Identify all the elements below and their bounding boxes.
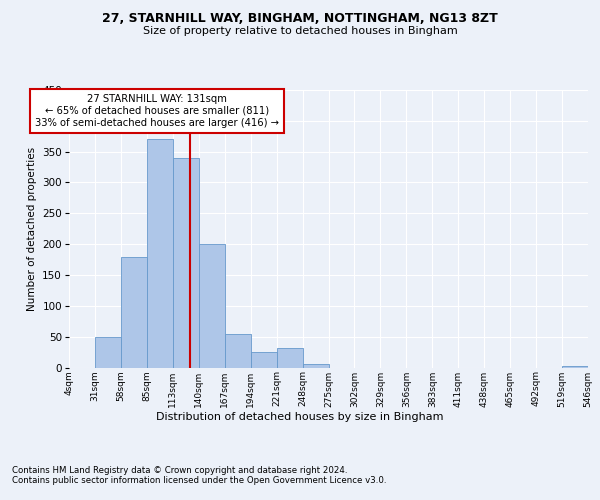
Text: 27, STARNHILL WAY, BINGHAM, NOTTINGHAM, NG13 8ZT: 27, STARNHILL WAY, BINGHAM, NOTTINGHAM, …: [102, 12, 498, 26]
Bar: [121, 256, 147, 368]
Text: Contains HM Land Registry data © Crown copyright and database right 2024.: Contains HM Land Registry data © Crown c…: [12, 466, 347, 475]
Y-axis label: Number of detached properties: Number of detached properties: [27, 146, 37, 311]
Text: Contains public sector information licensed under the Open Government Licence v3: Contains public sector information licen…: [12, 476, 386, 485]
Text: 27 STARNHILL WAY: 131sqm
← 65% of detached houses are smaller (811)
33% of semi-: 27 STARNHILL WAY: 131sqm ← 65% of detach…: [35, 94, 278, 128]
Bar: [147, 140, 173, 368]
Bar: [199, 244, 224, 368]
Bar: [562, 366, 588, 368]
Bar: [251, 352, 277, 368]
Bar: [302, 364, 329, 368]
Bar: [225, 334, 251, 368]
Bar: [95, 338, 121, 368]
Text: Size of property relative to detached houses in Bingham: Size of property relative to detached ho…: [143, 26, 457, 36]
Bar: [173, 158, 199, 368]
Text: Distribution of detached houses by size in Bingham: Distribution of detached houses by size …: [156, 412, 444, 422]
Bar: [277, 348, 302, 368]
